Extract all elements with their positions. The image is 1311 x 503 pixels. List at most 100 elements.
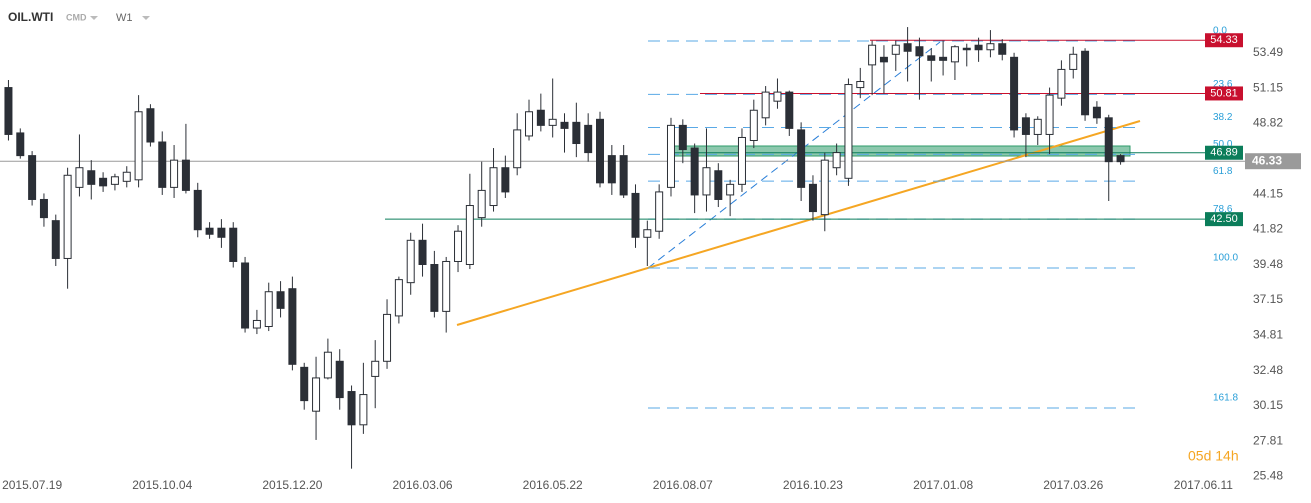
candle-body [288,288,297,365]
candle-body [974,44,983,51]
x-tick-label: 2016.05.22 [523,478,583,492]
candle-body [312,377,321,412]
candle-body [607,155,616,184]
candle-body [584,124,593,154]
y-tick-label: 51.15 [1253,80,1283,94]
level-tag-label: 50.81 [1210,87,1238,99]
x-tick-label: 2015.07.19 [2,478,62,492]
candle-body [1021,117,1030,135]
y-tick-label: 44.15 [1253,186,1283,200]
candle-body [16,132,25,157]
candle-body [442,260,451,312]
candle-body [536,109,545,126]
candle-body [75,167,84,188]
y-tick-label: 48.82 [1253,116,1283,130]
candle-body [726,183,735,196]
fib-label: 78.6 [1213,204,1233,215]
candle-body [1104,117,1113,163]
candle-body [28,155,37,200]
candle-body [276,291,285,309]
candle-body [832,152,841,169]
candle-body [1010,56,1019,131]
candle-body [347,391,356,426]
y-tick-label: 53.49 [1253,45,1283,59]
candle-body [560,121,569,129]
x-tick-label: 2015.10.04 [132,478,192,492]
current-price-tag [1245,153,1301,170]
group[interactable]: CMD [66,12,87,22]
candle-body [99,177,108,187]
candle-body [323,351,332,379]
candle-body [986,43,995,51]
dropdown-arrow[interactable] [142,16,150,20]
y-tick-label: 39.48 [1253,257,1283,271]
level-tag-label: 54.33 [1210,34,1238,46]
candle-body [631,192,640,238]
candle-body [962,47,971,51]
level-tag-label: 42.50 [1210,213,1238,225]
candle-body [158,141,167,188]
y-tick-label: 27.81 [1253,433,1283,447]
candle-body [643,229,652,238]
candle-body [300,366,309,402]
candle-body [454,230,463,262]
candle-body [868,44,877,66]
symbol[interactable]: OIL.WTI [8,10,53,24]
y-tick-label: 32.48 [1253,363,1283,377]
candle-body [501,167,510,193]
candle-body [1057,68,1066,99]
candle-body [252,319,261,329]
candle-body [1081,50,1090,116]
y-tick-label: 25.48 [1253,469,1283,483]
level-tag [1205,33,1243,48]
candle-body [678,124,687,151]
candle-body [950,46,959,63]
candle-body [63,174,72,259]
candle-body [548,118,557,126]
y-tick-label: 37.15 [1253,292,1283,306]
candle-body [205,227,214,235]
candle-body [430,264,439,312]
dropdown-arrow[interactable] [90,16,98,20]
candle-body [394,279,403,317]
candle-body [465,205,474,266]
candle-body [1033,118,1042,135]
candle-body [229,227,238,262]
candle-body [915,46,924,57]
interval[interactable]: W1 [116,12,133,24]
fib-label: 100.0 [1213,253,1238,264]
candle-body [749,109,758,141]
candle-body [785,91,794,129]
candle-body [844,84,853,179]
candle-body [146,108,155,143]
candle-body [122,171,131,182]
candle-body [513,129,522,169]
candle-body [489,167,498,207]
candle-body [737,136,746,185]
candle-body [690,147,699,196]
candle-body [1092,106,1101,119]
candle-body [110,176,119,185]
candle-body [371,360,380,377]
candle-body [181,159,190,191]
fib-label: 50.0 [1213,139,1233,150]
candle-body [596,118,604,184]
candle-body [264,291,273,328]
y-tick-label: 34.81 [1253,328,1283,342]
fib-label: 161.8 [1213,393,1238,404]
candle-body [170,159,179,188]
fib-diagonal [647,41,941,269]
candle-body [39,198,48,219]
candle-body [87,170,96,185]
candle-body [856,81,865,89]
fib-label: 0.0 [1213,26,1227,37]
candle-body [359,394,368,426]
candle-body [525,111,534,137]
candle-body [879,56,888,63]
x-tick-label: 2016.10.23 [783,478,843,492]
candle-body [927,55,936,61]
fib-label: 61.8 [1213,166,1233,177]
candle-body [939,56,948,61]
level-tag-label: 46.89 [1210,147,1238,159]
candle-body [903,43,912,52]
